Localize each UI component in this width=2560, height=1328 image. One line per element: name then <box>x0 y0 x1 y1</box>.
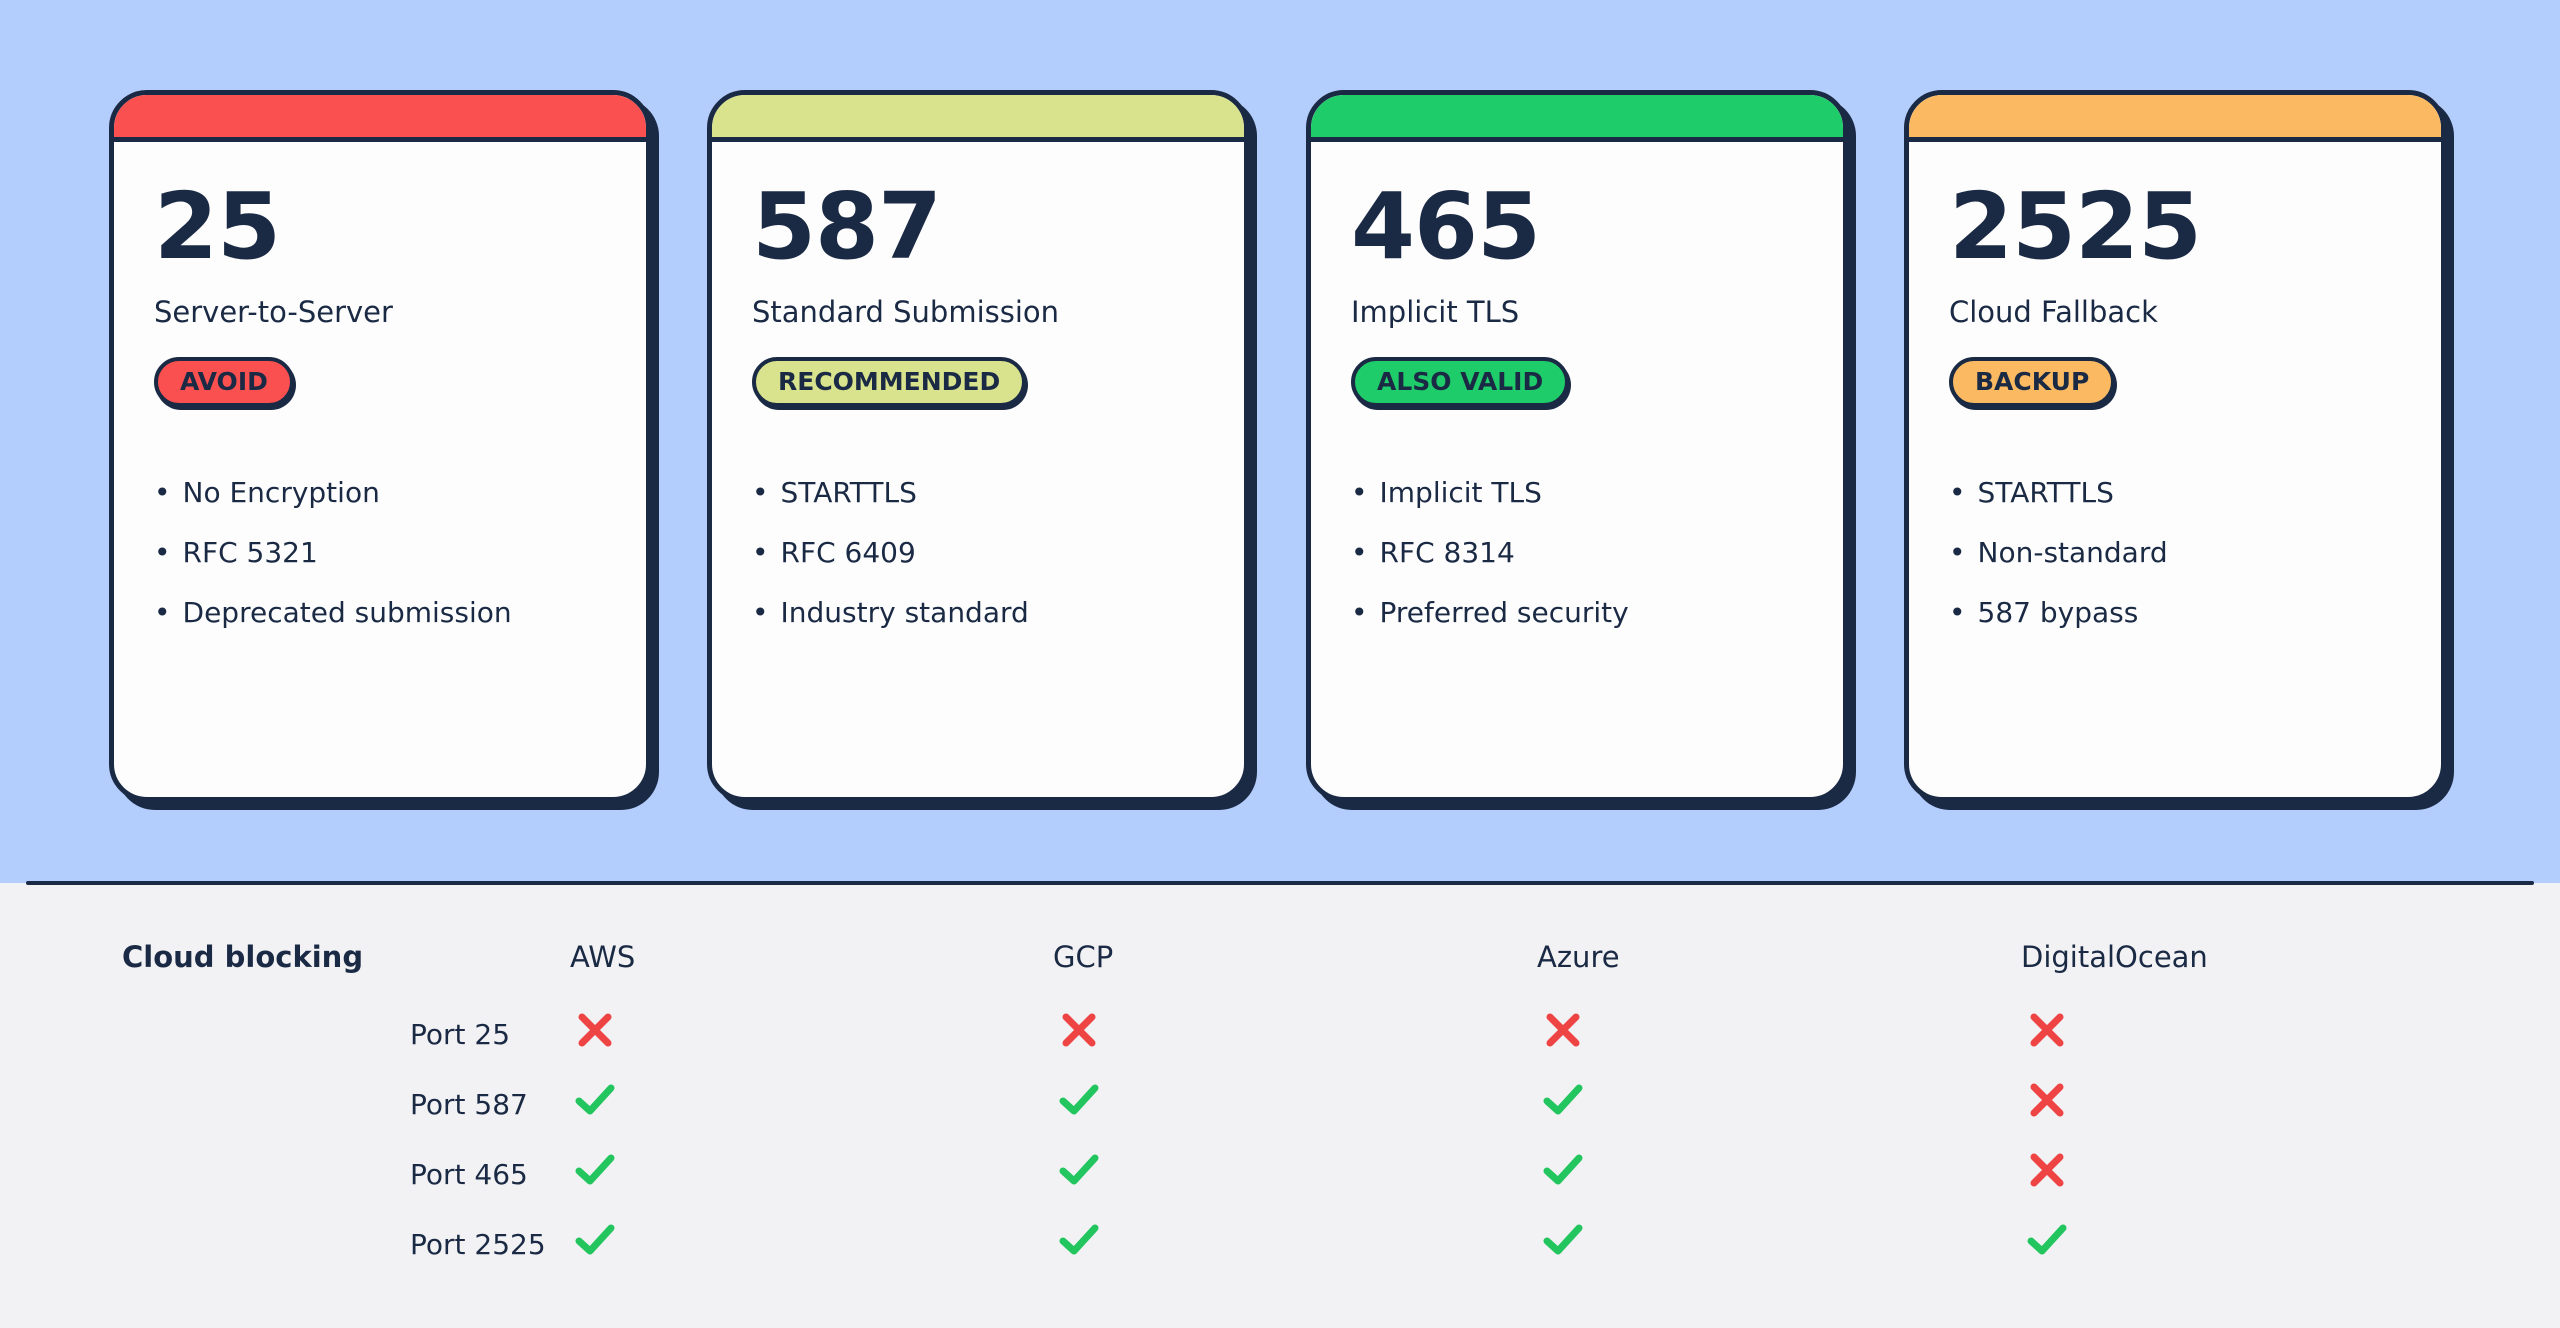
port-card-465: 465 Implicit TLS ALSO VALID • Implicit TL… <box>1306 90 1848 802</box>
card-accent-bar <box>1909 95 2441 142</box>
feature-item: • STARTTLS <box>752 476 917 509</box>
card-accent-bar <box>1311 95 1843 142</box>
cross-icon <box>2025 1148 2069 1192</box>
feature-item: • RFC 8314 <box>1351 536 1515 569</box>
column-header-digitalocean: DigitalOcean <box>2021 940 2208 974</box>
cross-icon <box>2025 1008 2069 1052</box>
status-badge: AVOID <box>154 357 294 407</box>
status-badge: ALSO VALID <box>1351 357 1570 407</box>
feature-item: • Industry standard <box>752 596 1029 629</box>
section-divider <box>26 881 2534 885</box>
column-header-azure: Azure <box>1537 940 1620 974</box>
feature-item: • RFC 6409 <box>752 536 916 569</box>
feature-item: • STARTTLS <box>1949 476 2114 509</box>
status-badge: RECOMMENDED <box>752 357 1027 407</box>
port-description: Implicit TLS <box>1351 295 1520 329</box>
feature-list: • STARTTLS • RFC 6409 • Industry standard <box>752 471 1029 651</box>
check-icon <box>573 1078 617 1122</box>
cross-icon <box>2025 1078 2069 1122</box>
feature-item: • Implicit TLS <box>1351 476 1542 509</box>
port-description: Standard Submission <box>752 295 1060 329</box>
port-number: 25 <box>154 173 281 280</box>
port-number: 587 <box>752 173 942 280</box>
check-icon <box>1541 1218 1585 1262</box>
row-label-port-465: Port 465 <box>410 1158 528 1191</box>
feature-item: • No Encryption <box>154 476 380 509</box>
check-icon <box>1057 1218 1101 1262</box>
status-badge: BACKUP <box>1949 357 2116 407</box>
port-description: Cloud Fallback <box>1949 295 2158 329</box>
cross-icon <box>1541 1008 1585 1052</box>
column-header-aws: AWS <box>570 940 636 974</box>
port-number: 2525 <box>1949 173 2202 280</box>
check-icon <box>2025 1218 2069 1262</box>
row-label-port-25: Port 25 <box>410 1018 511 1051</box>
table-title: Cloud blocking <box>122 940 364 974</box>
feature-list: • Implicit TLS • RFC 8314 • Preferred secur… <box>1351 471 1629 651</box>
feature-list: • STARTTLS • Non-standard • 587 bypass <box>1949 471 2168 651</box>
check-icon <box>1541 1148 1585 1192</box>
card-accent-bar <box>712 95 1244 142</box>
feature-item: • Non-standard <box>1949 536 2168 569</box>
cross-icon <box>1057 1008 1101 1052</box>
port-number: 465 <box>1351 173 1541 280</box>
check-icon <box>573 1148 617 1192</box>
card-accent-bar <box>114 95 646 142</box>
feature-list: • No Encryption • RFC 5321 • Deprecated sub… <box>154 471 512 651</box>
feature-item: • 587 bypass <box>1949 596 2139 629</box>
feature-item: • Preferred security <box>1351 596 1629 629</box>
feature-item: • Deprecated submission <box>154 596 512 629</box>
check-icon <box>1541 1078 1585 1122</box>
feature-item: • RFC 5321 <box>154 536 318 569</box>
check-icon <box>1057 1078 1101 1122</box>
check-icon <box>1057 1148 1101 1192</box>
port-card-2525: 2525 Cloud Fallback BACKUP • STARTTLS • No… <box>1904 90 2446 802</box>
port-card-25: 25 Server-to-Server AVOID • No Encryption… <box>109 90 651 802</box>
cross-icon <box>573 1008 617 1052</box>
port-card-587: 587 Standard Submission RECOMMENDED • STA… <box>707 90 1249 802</box>
row-label-port-2525: Port 2525 <box>410 1228 546 1261</box>
column-header-gcp: GCP <box>1053 940 1114 974</box>
row-label-port-587: Port 587 <box>410 1088 528 1121</box>
check-icon <box>573 1218 617 1262</box>
port-description: Server-to-Server <box>154 295 393 329</box>
